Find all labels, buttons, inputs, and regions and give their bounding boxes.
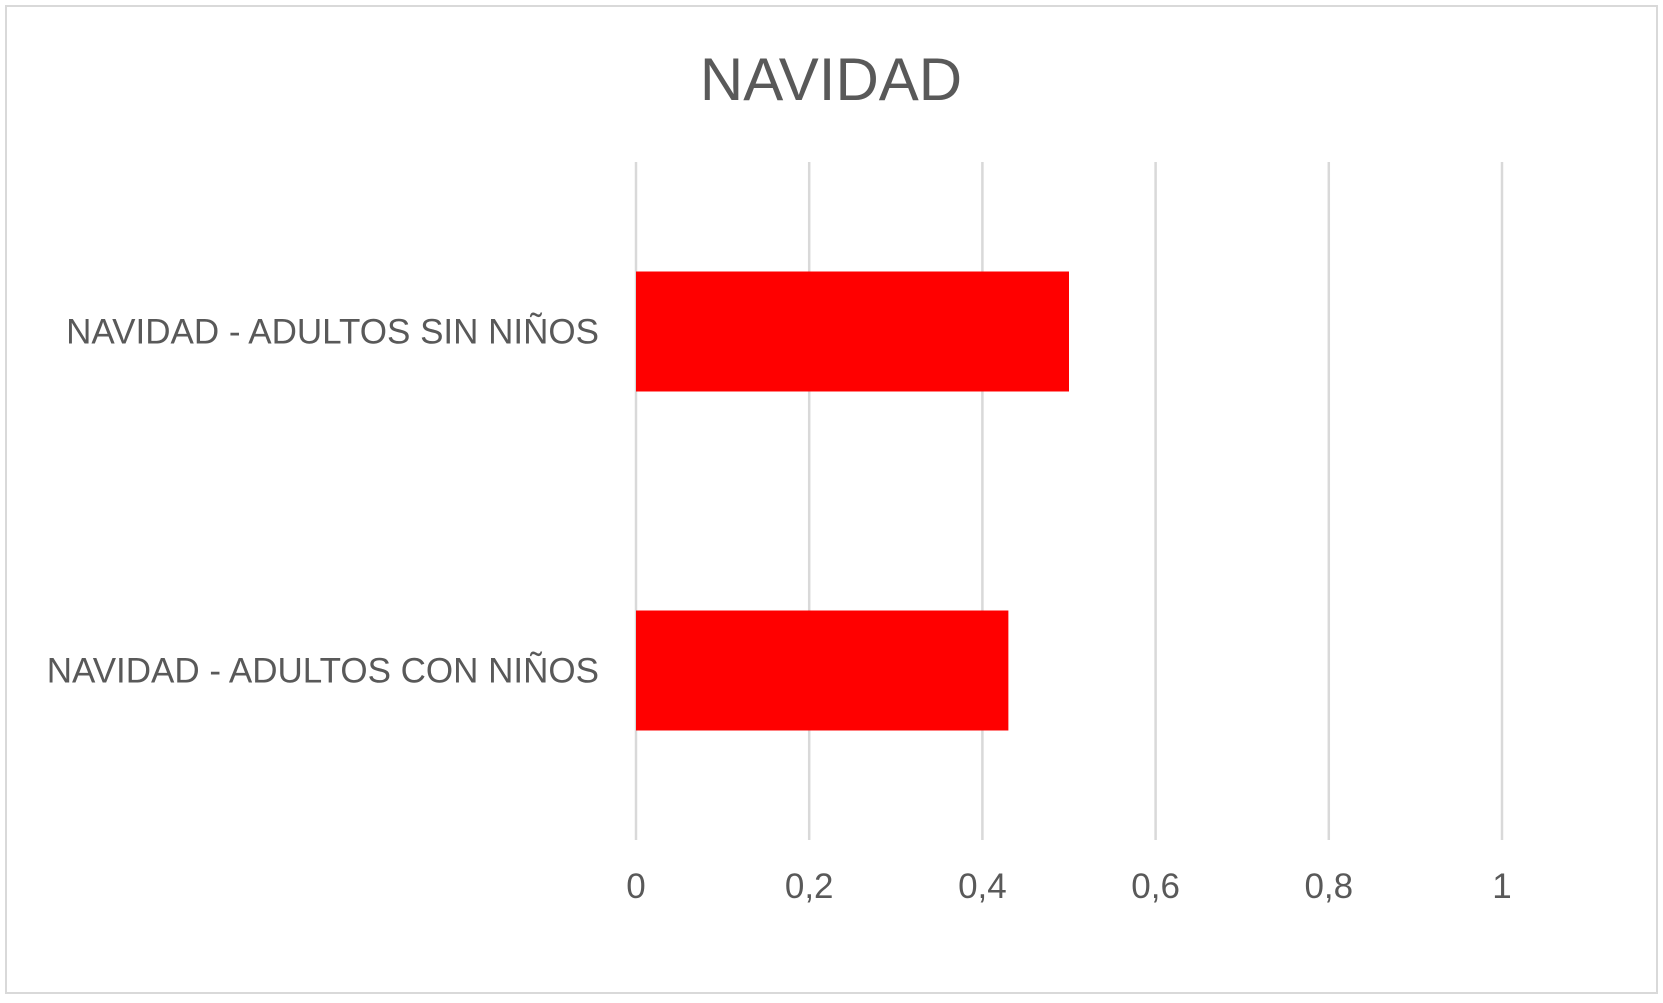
category-label: NAVIDAD - ADULTOS SIN NIÑOS: [66, 313, 599, 352]
bar: [636, 271, 1069, 392]
bars: [636, 271, 1069, 731]
x-tick-label: 0,2: [785, 867, 834, 906]
x-axis-tick-labels: 0 0,2 0,4 0,6 0,8 1: [626, 867, 1511, 906]
category-label: NAVIDAD - ADULTOS CON NIÑOS: [47, 652, 599, 691]
x-tick-label: 1: [1492, 867, 1511, 906]
gridlines: [634, 162, 1504, 840]
chart-title: NAVIDAD: [700, 46, 962, 113]
bar: [636, 610, 1009, 731]
x-tick-label: 0,4: [958, 867, 1007, 906]
x-tick-label: 0,8: [1304, 867, 1353, 906]
x-tick-label: 0,6: [1131, 867, 1180, 906]
x-tick-label: 0: [626, 867, 645, 906]
category-labels: NAVIDAD - ADULTOS SIN NIÑOS NAVIDAD - ADU…: [47, 313, 599, 691]
chart-frame: [5, 5, 1658, 994]
